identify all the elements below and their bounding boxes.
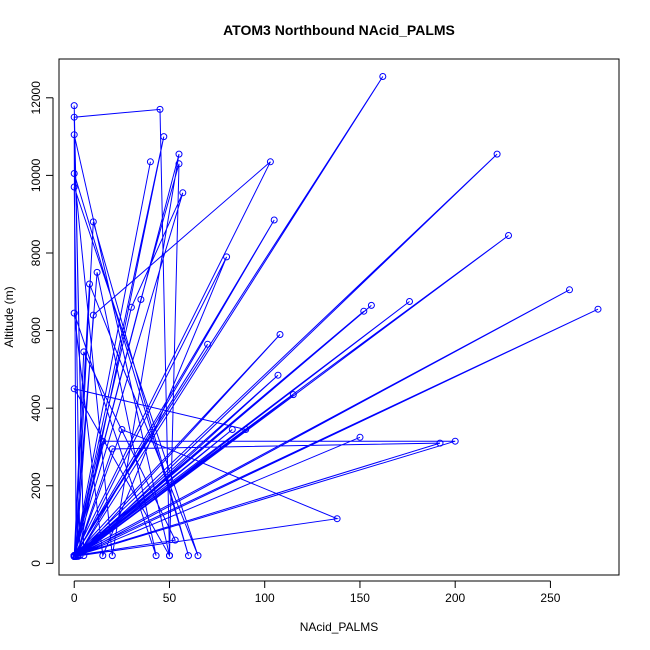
data-point: [242, 426, 250, 433]
plot-area-border: [58, 58, 620, 576]
x-tick-label: 0: [71, 591, 78, 605]
y-tick-label: 2000: [29, 472, 43, 499]
x-tick-label: 100: [255, 591, 275, 605]
data-point: [89, 218, 97, 226]
data-point: [70, 385, 78, 393]
y-tick-label: 12000: [29, 81, 43, 115]
x-tick-label: 250: [540, 591, 560, 605]
data-point: [367, 301, 375, 309]
data-point: [70, 102, 78, 110]
data-point: [566, 286, 573, 294]
data-point: [137, 296, 145, 303]
data-point: [436, 439, 444, 447]
data-point: [185, 552, 192, 560]
data-point: [70, 170, 78, 177]
data-point: [108, 552, 116, 560]
data-point: [360, 307, 368, 315]
data-point: [80, 348, 88, 356]
y-tick-label: 0: [29, 560, 43, 567]
data-point: [99, 437, 107, 445]
x-tick-label: 50: [163, 591, 177, 605]
data-point: [166, 552, 173, 560]
data-point: [93, 268, 101, 276]
data-point: [175, 150, 183, 158]
data-point: [406, 298, 413, 305]
data-point: [156, 105, 164, 113]
data-point: [289, 391, 297, 399]
x-axis-label: NAcid_PALMS: [300, 620, 378, 634]
data-point: [108, 445, 116, 453]
data-point: [70, 552, 78, 560]
data-point: [74, 552, 82, 560]
data-point: [228, 426, 236, 433]
data-point: [160, 133, 168, 141]
data-point: [194, 552, 202, 560]
data-point: [274, 371, 282, 379]
y-tick-label: 10000: [29, 158, 43, 192]
chart-title: ATOM3 Northbound NAcid_PALMS: [223, 22, 455, 38]
data-point: [118, 426, 126, 433]
y-axis: 0 2000 4000 6000 8000 10000 12000: [29, 81, 54, 567]
data-point: [266, 158, 274, 166]
data-point: [276, 331, 284, 338]
data-point: [86, 280, 93, 288]
data-point: [594, 305, 602, 313]
data-point: [493, 150, 501, 158]
data-point: [89, 311, 97, 319]
x-axis: 0 50 100 150 200 250: [71, 580, 561, 605]
data-point: [175, 160, 183, 168]
x-tick-label: 150: [350, 591, 370, 605]
data-point: [152, 552, 160, 560]
data-point: [356, 433, 364, 441]
data-series: [70, 73, 602, 560]
data-point: [70, 131, 78, 139]
data-point: [70, 183, 78, 191]
y-tick-label: 8000: [29, 239, 43, 266]
data-point: [451, 437, 459, 445]
series-line: [73, 76, 599, 558]
data-point: [505, 232, 512, 239]
y-axis-label: Altitude (m): [2, 286, 16, 347]
data-point: [204, 340, 212, 348]
data-point: [270, 216, 278, 224]
data-point: [70, 113, 78, 121]
data-point: [223, 253, 231, 261]
data-point: [379, 73, 387, 80]
data-point: [127, 303, 135, 311]
y-tick-label: 4000: [29, 395, 43, 422]
data-point: [99, 552, 107, 560]
data-point: [333, 515, 341, 523]
y-tick-label: 6000: [29, 317, 43, 344]
x-tick-label: 200: [445, 591, 465, 605]
data-point: [179, 189, 187, 197]
data-point: [171, 536, 179, 544]
data-point: [146, 158, 154, 166]
data-point: [70, 309, 78, 317]
